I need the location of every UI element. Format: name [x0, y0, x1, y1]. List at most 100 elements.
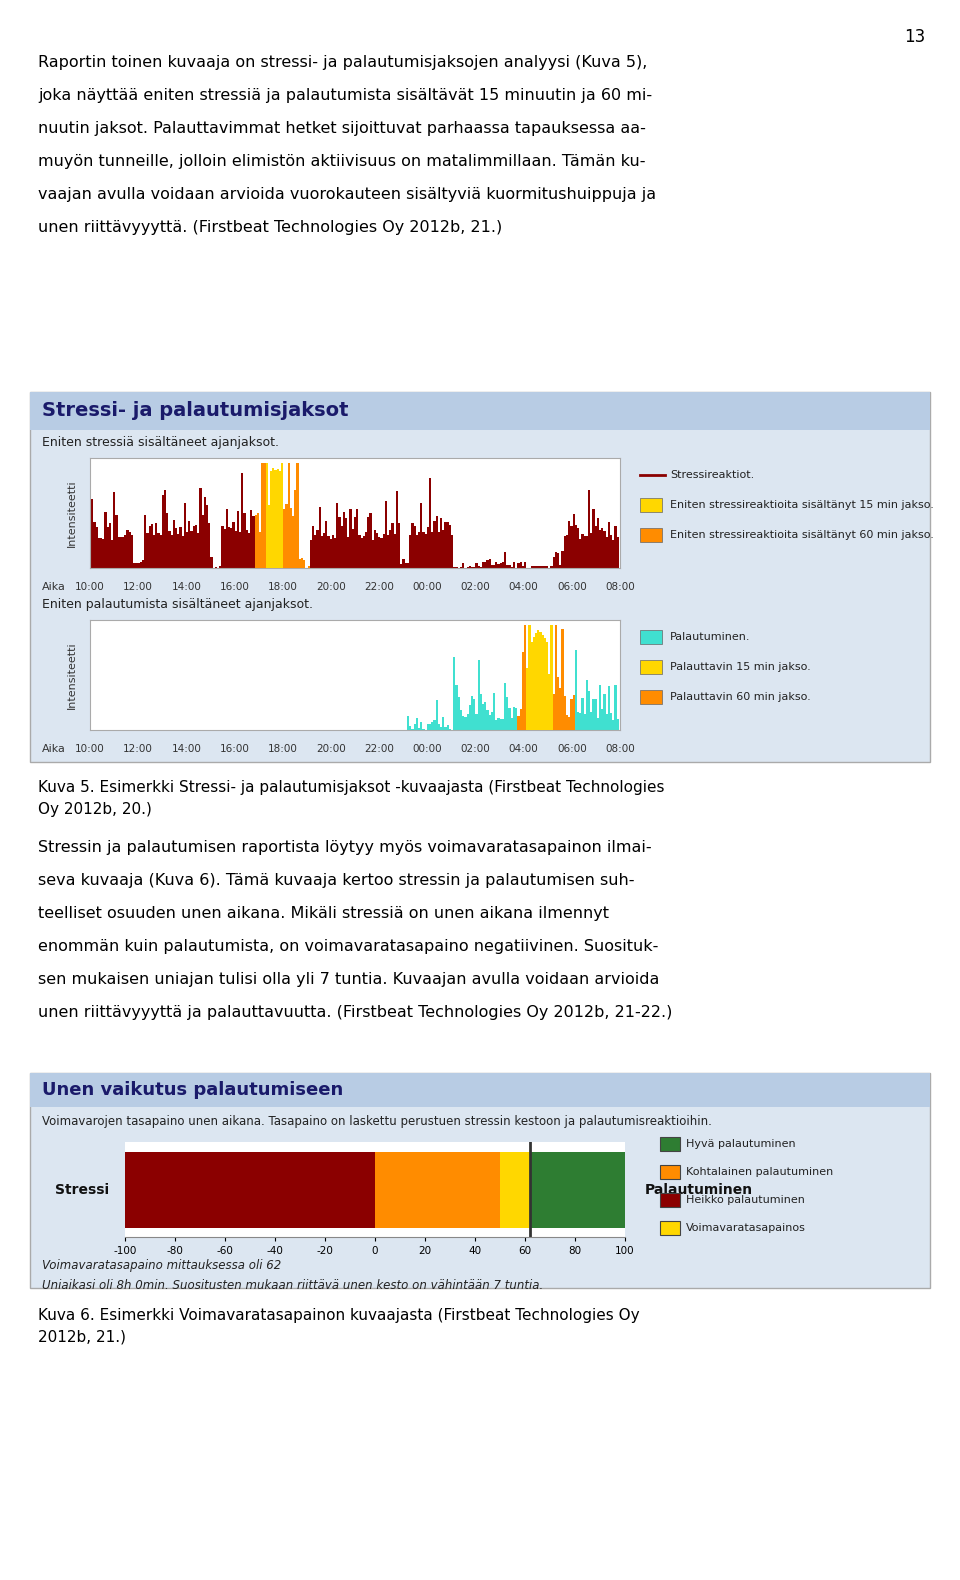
Bar: [142, 559, 144, 567]
Bar: [96, 528, 98, 567]
Bar: [226, 509, 228, 567]
Bar: [137, 562, 140, 567]
Bar: [414, 526, 416, 567]
Bar: [254, 515, 256, 567]
Bar: [521, 566, 524, 567]
Bar: [232, 523, 234, 567]
Text: Intensiteetti: Intensiteetti: [67, 641, 77, 709]
Text: 04:00: 04:00: [509, 581, 539, 592]
Bar: [281, 463, 283, 567]
Bar: [528, 626, 531, 730]
Bar: [431, 722, 433, 730]
Bar: [402, 559, 405, 567]
Bar: [131, 536, 133, 567]
Bar: [572, 695, 575, 730]
Bar: [171, 534, 173, 567]
Bar: [290, 507, 292, 567]
Bar: [535, 634, 538, 730]
Bar: [519, 709, 521, 730]
Bar: [354, 517, 356, 567]
Bar: [506, 697, 509, 730]
Bar: [270, 471, 273, 567]
Bar: [358, 534, 361, 567]
Bar: [166, 514, 168, 567]
Text: vaajan avulla voidaan arvioida vuorokauteen sisältyviä kuormitushuippuja ja: vaajan avulla voidaan arvioida vuorokaut…: [38, 186, 656, 202]
Bar: [557, 553, 560, 567]
Bar: [230, 528, 232, 567]
Bar: [468, 566, 471, 567]
Text: seva kuvaaja (Kuva 6). Tämä kuvaaja kertoo stressin ja palautumisen suh-: seva kuvaaja (Kuva 6). Tämä kuvaaja kert…: [38, 874, 635, 888]
Bar: [577, 713, 579, 730]
Bar: [288, 463, 290, 567]
Bar: [491, 711, 493, 730]
Bar: [504, 551, 506, 567]
FancyBboxPatch shape: [660, 1164, 680, 1179]
Bar: [477, 566, 480, 567]
Bar: [173, 520, 175, 567]
Bar: [297, 463, 299, 567]
Text: 08:00: 08:00: [605, 581, 635, 592]
Bar: [592, 700, 594, 730]
Bar: [420, 722, 422, 730]
Bar: [288, 463, 290, 567]
Bar: [565, 716, 568, 730]
FancyBboxPatch shape: [640, 528, 662, 542]
Bar: [500, 1152, 530, 1228]
Bar: [610, 713, 612, 730]
Bar: [268, 504, 270, 567]
Bar: [266, 463, 268, 567]
Bar: [443, 717, 444, 730]
Bar: [550, 626, 553, 730]
Bar: [295, 490, 297, 567]
Bar: [543, 638, 546, 730]
Bar: [105, 512, 107, 567]
Bar: [278, 471, 281, 567]
Bar: [475, 564, 477, 567]
Bar: [582, 697, 584, 730]
Bar: [133, 562, 135, 567]
Bar: [604, 531, 606, 567]
Bar: [599, 531, 601, 567]
Bar: [93, 521, 96, 567]
Bar: [564, 536, 565, 567]
Bar: [543, 638, 546, 730]
Bar: [506, 566, 509, 567]
Bar: [586, 679, 588, 730]
Bar: [314, 534, 317, 567]
Bar: [159, 536, 162, 567]
Bar: [239, 532, 241, 567]
Bar: [446, 523, 449, 567]
Bar: [568, 717, 570, 730]
Bar: [124, 536, 127, 567]
Bar: [597, 719, 599, 730]
Bar: [162, 495, 164, 567]
Bar: [281, 463, 283, 567]
Bar: [531, 641, 533, 730]
Bar: [129, 532, 131, 567]
Bar: [418, 728, 420, 730]
Bar: [416, 719, 418, 730]
Bar: [541, 635, 543, 730]
Bar: [270, 471, 273, 567]
Bar: [299, 559, 300, 567]
Text: 02:00: 02:00: [461, 581, 491, 592]
Text: 08:00: 08:00: [605, 744, 635, 754]
Bar: [582, 534, 584, 567]
Bar: [323, 532, 325, 567]
Bar: [533, 637, 535, 730]
FancyBboxPatch shape: [640, 660, 662, 675]
Bar: [493, 566, 495, 567]
Bar: [157, 534, 159, 567]
Bar: [387, 534, 389, 567]
Bar: [334, 537, 336, 567]
Bar: [516, 708, 517, 730]
Bar: [541, 566, 543, 567]
Bar: [509, 708, 511, 730]
Bar: [579, 713, 582, 730]
Bar: [550, 626, 553, 730]
Bar: [521, 651, 524, 730]
Bar: [107, 528, 108, 567]
Bar: [312, 526, 314, 567]
Bar: [560, 687, 562, 730]
Text: Eniten stressireaktioita sisältänyt 60 min jakso.: Eniten stressireaktioita sisältänyt 60 m…: [670, 529, 934, 540]
